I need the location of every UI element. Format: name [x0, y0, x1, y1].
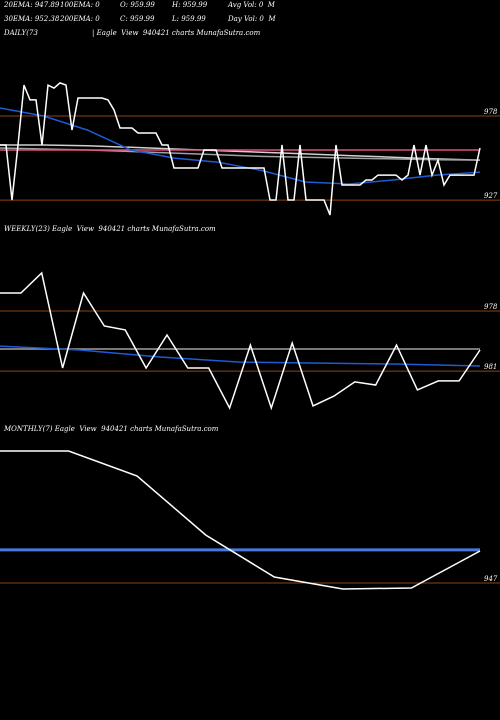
header-text: Avg Vol: 0 M	[227, 1, 276, 9]
header-text: 30EMA: 952.38	[4, 15, 60, 23]
series-line	[0, 345, 481, 367]
header-text: Day Vol: 0 M	[227, 15, 276, 23]
series-line	[0, 271, 481, 411]
header-text: 20EMA: 947.89	[3, 1, 60, 9]
panel-subtitle: | Eagle View 940421 charts MunafaSutra.c…	[92, 29, 261, 37]
y-tick-label: 927	[484, 192, 498, 200]
series-line	[0, 144, 481, 161]
y-tick-label: 978	[484, 108, 498, 116]
y-tick-label: 981	[484, 363, 497, 371]
y-tick-label: 947	[484, 575, 498, 583]
header-text: H: 959.99	[171, 1, 208, 9]
series-line	[0, 450, 481, 590]
header-text: 200EMA: 0	[59, 15, 100, 23]
panel-title: WEEKLY(23) Eagle View 940421 charts Muna…	[4, 225, 216, 233]
header-text: 100EMA: 0	[60, 1, 100, 9]
panel-title: MONTHLY(7) Eagle View 940421 charts Muna…	[3, 425, 219, 433]
series-line	[0, 82, 481, 216]
header-text: C: 959.99	[120, 15, 155, 23]
header-text: O: 959.99	[120, 1, 155, 9]
y-tick-label: 978	[484, 303, 498, 311]
header-text: L: 959.99	[171, 15, 206, 23]
panel-title: DAILY(73	[3, 29, 38, 37]
